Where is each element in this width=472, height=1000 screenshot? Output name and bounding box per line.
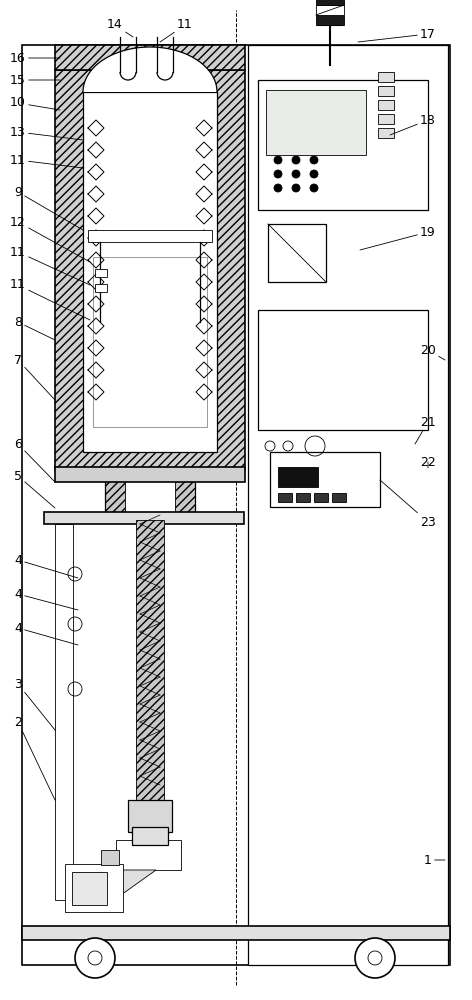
Text: 13: 13 [10,125,83,140]
Bar [258,310,428,430]
Circle shape [274,184,282,192]
Text: 23: 23 [380,480,436,528]
Bar [378,114,394,124]
Text: 21: 21 [415,416,436,444]
Text: 11: 11 [10,153,83,168]
Bar [55,467,245,482]
Circle shape [75,938,115,978]
Bar [266,90,366,155]
Bar [125,470,175,520]
Bar [316,0,344,5]
Text: 1: 1 [424,854,445,866]
Bar [270,452,380,507]
Text: 11: 11 [10,278,90,320]
Text: 20: 20 [420,344,445,360]
Bar [136,520,164,800]
Text: 3: 3 [14,678,55,730]
Bar [65,864,123,912]
Text: 14: 14 [107,18,133,37]
Bar [44,512,244,524]
Bar [95,269,107,277]
Bar [378,100,394,110]
Text: 4: 4 [14,554,78,578]
Bar [88,230,212,242]
Text: 8: 8 [14,316,55,340]
Text: 2: 2 [14,716,55,800]
Bar [314,493,328,502]
Text: 5: 5 [14,470,55,508]
Circle shape [274,156,282,164]
Circle shape [292,184,300,192]
Bar [101,850,119,865]
Bar [83,92,217,452]
Bar [93,257,207,427]
Bar [132,827,168,845]
Circle shape [310,184,318,192]
Bar [278,493,292,502]
Polygon shape [121,870,156,895]
Bar [55,45,245,70]
Bar [258,80,428,210]
Circle shape [292,156,300,164]
Text: 6: 6 [14,438,55,482]
Bar [55,524,73,900]
Bar [332,493,346,502]
Bar [22,926,450,940]
Text: 11: 11 [10,245,90,285]
Bar [105,470,195,520]
Bar [268,224,326,282]
Text: 19: 19 [360,226,436,250]
Text: 12: 12 [10,216,90,262]
Polygon shape [83,47,217,92]
Text: 15: 15 [10,74,60,87]
Bar [248,45,448,965]
Circle shape [310,156,318,164]
Circle shape [355,938,395,978]
Bar [296,493,310,502]
Bar [378,72,394,82]
Text: 4: 4 [14,621,78,645]
Text: 16: 16 [10,51,60,64]
Text: 7: 7 [14,354,55,400]
Bar [378,128,394,138]
Bar [378,86,394,96]
Bar [55,70,245,470]
Text: 10: 10 [10,97,60,110]
Circle shape [292,170,300,178]
Text: 9: 9 [14,186,83,230]
Text: 4: 4 [14,587,78,610]
Circle shape [310,170,318,178]
Text: 22: 22 [420,456,436,468]
Bar [316,5,344,15]
Text: 18: 18 [390,113,436,135]
Bar [128,800,172,832]
Text: 17: 17 [358,27,436,42]
Text: 11: 11 [160,18,193,42]
Circle shape [274,170,282,178]
Bar [95,284,107,292]
Bar [72,872,107,905]
Bar [278,467,318,487]
Bar [116,840,181,870]
Bar [316,15,344,25]
